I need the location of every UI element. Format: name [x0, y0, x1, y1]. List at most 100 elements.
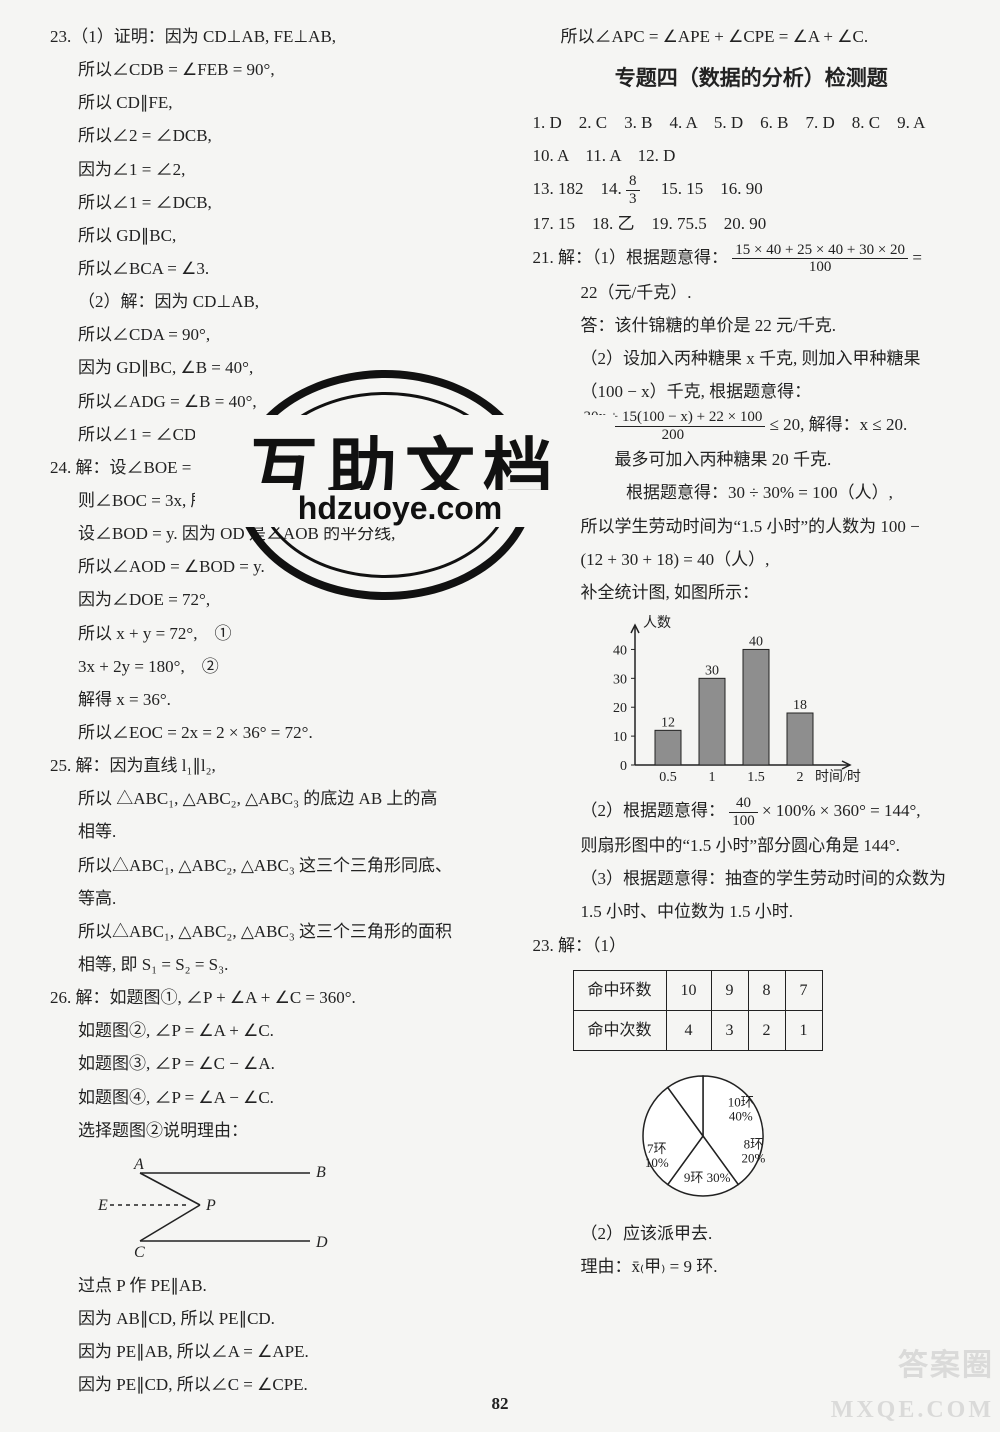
q23-l4: 因为∠1 = ∠2,	[50, 153, 488, 186]
row17: 17. 15 18. 乙 19. 75.5 20. 90	[533, 207, 971, 240]
q22-frac: 40100	[729, 795, 758, 829]
fig26-D: D	[315, 1234, 328, 1251]
svg-text:30: 30	[613, 672, 627, 687]
svg-text:40: 40	[613, 643, 627, 658]
q26-l1: 如题图②, ∠P = ∠A + ∠C.	[50, 1014, 488, 1047]
row13-a: 13. 182 14.	[533, 179, 627, 198]
q22-l1: 所以学生劳动时间为“1.5 小时”的人数为 100 −	[533, 510, 971, 543]
row13: 13. 182 14. 83 15. 15 16. 90	[533, 172, 971, 207]
svg-text:30: 30	[705, 663, 719, 678]
q26-l5: 过点 P 作 PE∥AB.	[50, 1269, 488, 1302]
q23-table: 命中环数 10 9 8 7 命中次数 4 3 2 1	[573, 970, 823, 1051]
fig26-B: B	[316, 1164, 326, 1181]
svg-text:7环: 7环	[647, 1141, 667, 1156]
q23-l5: 所以∠1 = ∠DCB,	[50, 186, 488, 219]
svg-text:时间/时: 时间/时	[815, 769, 861, 785]
q24-l3: 所以∠AOD = ∠BOD = y.	[50, 550, 488, 583]
q24-l7: 解得 x = 36°.	[50, 683, 488, 716]
q25-head: 25. 解：因为直线 l₁∥l₂,	[50, 749, 488, 782]
svg-text:0.5: 0.5	[659, 770, 677, 785]
q23-l3: 所以∠2 = ∠DCB,	[50, 119, 488, 152]
fig26-A: A	[133, 1156, 144, 1173]
svg-text:20%: 20%	[741, 1151, 765, 1166]
q24-head: 24. 解：设∠BOE = x,	[50, 451, 488, 484]
r-q23-l1: （2）应该派甲去.	[533, 1217, 971, 1250]
svg-text:10: 10	[613, 730, 627, 745]
q23-l6: 所以 GD∥BC,	[50, 219, 488, 252]
q25-l6: 相等, 即 S₁ = S₂ = S₃.	[50, 948, 488, 981]
svg-text:0: 0	[620, 759, 627, 774]
q23-l10: 因为 GD∥BC, ∠B = 40°,	[50, 351, 488, 384]
mc-row2: 10. A 11. A 12. D	[533, 139, 971, 172]
stamp-b: MXQE.COM	[831, 1397, 994, 1424]
svg-text:40%: 40%	[728, 1109, 752, 1124]
q23-l7: 所以∠BCA = ∠3.	[50, 252, 488, 285]
q25-l5: 所以△ABC₁, △ABC₂, △ABC₃ 这三个三角形的面积	[50, 915, 488, 948]
q21-l4: （100 − x）千克, 根据题意得：	[533, 375, 971, 408]
q26-l6: 因为 AB∥CD, 所以 PE∥CD.	[50, 1302, 488, 1335]
q22-l4: （2）根据题意得： 40100 × 100% × 360° = 144°,	[533, 794, 971, 829]
svg-text:8环: 8环	[743, 1137, 763, 1152]
frac14: 83	[626, 173, 640, 207]
table-row: 命中环数 10 9 8 7	[573, 970, 822, 1010]
r-top: 所以∠APC = ∠APE + ∠CPE = ∠A + ∠C.	[533, 20, 971, 53]
section-title: 专题四（数据的分析）检测题	[533, 59, 971, 100]
q21-l1: 22（元/千克）.	[533, 276, 971, 309]
q22-head: 22. 解：（1）根据题意得：30 ÷ 30% = 100（人）,	[533, 476, 971, 509]
q24-l6: 3x + 2y = 180°, ②	[50, 650, 488, 683]
q21-frac2: 30x + 15(100 − x) + 22 × 100200	[581, 409, 766, 443]
mc-row1: 1. D 2. C 3. B 4. A 5. D 6. B 7. D 8. C …	[533, 106, 971, 139]
q23-head: 23.（1）证明：因为 CD⊥AB, FE⊥AB,	[50, 20, 488, 53]
q22-l7: 1.5 小时、中位数为 1.5 小时.	[533, 895, 971, 928]
q26-l7: 因为 PE∥AB, 所以∠A = ∠APE.	[50, 1335, 488, 1368]
q21-head: 21. 解：（1）根据题意得： 15 × 40 + 25 × 40 + 30 ×…	[533, 241, 971, 276]
q22-l5: 则扇形图中的“1.5 小时”部分圆心角是 144°.	[533, 829, 971, 862]
svg-text:18: 18	[793, 698, 807, 713]
svg-text:12: 12	[661, 715, 675, 730]
row13-b: 15. 15 16. 90	[644, 179, 763, 198]
q24-l4: 因为∠DOE = 72°,	[50, 583, 488, 616]
q26-l3: 如题图④, ∠P = ∠A − ∠C.	[50, 1081, 488, 1114]
fig-q26: A B E P C D	[90, 1155, 488, 1265]
q26-l2: 如题图③, ∠P = ∠C − ∠A.	[50, 1047, 488, 1080]
q21-l3: （2）设加入丙种糖果 x 千克, 则加入甲种糖果	[533, 342, 971, 375]
r-q23-l2: 理由：x̄₍甲₎ = 9 环.	[533, 1250, 971, 1283]
q23-l2: 所以 CD∥FE,	[50, 86, 488, 119]
q21-l5: 30x + 15(100 − x) + 22 × 100200 ≤ 20, 解得…	[533, 408, 971, 443]
q22-l3: 补全统计图, 如图所示：	[533, 576, 971, 609]
svg-text:2: 2	[796, 770, 803, 785]
q23-l1: 所以∠CDB = ∠FEB = 90°,	[50, 53, 488, 86]
q25-l4: 等高.	[50, 882, 488, 915]
svg-text:10%: 10%	[644, 1155, 668, 1170]
q25-l2: 相等.	[50, 815, 488, 848]
q23-l12: 所以∠1 = ∠CDA − ∠ADG = 50°.	[50, 418, 488, 451]
svg-text:1: 1	[708, 770, 715, 785]
right-column: 所以∠APC = ∠APE + ∠CPE = ∠A + ∠C. 专题四（数据的分…	[528, 20, 971, 1401]
left-column: 23.（1）证明：因为 CD⊥AB, FE⊥AB, 所以∠CDB = ∠FEB …	[50, 20, 498, 1401]
q23-l9: 所以∠CDA = 90°,	[50, 318, 488, 351]
svg-text:9环 30%: 9环 30%	[683, 1170, 730, 1185]
fig26-E: E	[97, 1197, 108, 1214]
q24-l8: 所以∠EOC = 2x = 2 × 36° = 72°.	[50, 716, 488, 749]
svg-text:10环: 10环	[727, 1095, 753, 1110]
bar-chart: 010203040120.5301401.5182人数时间/时	[593, 615, 971, 790]
q22-l6: （3）根据题意得：抽查的学生劳动时间的众数为	[533, 862, 971, 895]
q21-l2: 答：该什锦糖的单价是 22 元/千克.	[533, 309, 971, 342]
table-row: 命中次数 4 3 2 1	[573, 1010, 822, 1050]
fig26-P: P	[205, 1197, 216, 1214]
q24-l5: 所以 x + y = 72°, ①	[50, 617, 488, 650]
r-q23-head: 23. 解：（1）	[533, 929, 971, 962]
q24-l2: 设∠BOD = y. 因为 OD 是∠AOB 的平分线,	[50, 517, 488, 550]
svg-text:1.5: 1.5	[747, 770, 765, 785]
q26-head: 26. 解：如题图①, ∠P + ∠A + ∠C = 360°.	[50, 981, 488, 1014]
stamp-a: 答案圈	[898, 1340, 994, 1384]
q21-frac1: 15 × 40 + 25 × 40 + 30 × 20100	[732, 242, 908, 276]
q21-l6: 答：最多可加入丙种糖果 20 千克.	[533, 443, 971, 476]
q24-l1: 则∠BOC = 3x, 所以∠EOC = 2x.	[50, 484, 488, 517]
pie-chart: 10环40% 8环20% 9环 30% 7环10%	[613, 1061, 971, 1211]
svg-text:40: 40	[749, 634, 763, 649]
q23-l8: （2）解：因为 CD⊥AB,	[50, 285, 488, 318]
q26-l4: 选择题图②说明理由：	[50, 1114, 488, 1147]
svg-text:20: 20	[613, 701, 627, 716]
q23-l11: 所以∠ADG = ∠B = 40°,	[50, 385, 488, 418]
